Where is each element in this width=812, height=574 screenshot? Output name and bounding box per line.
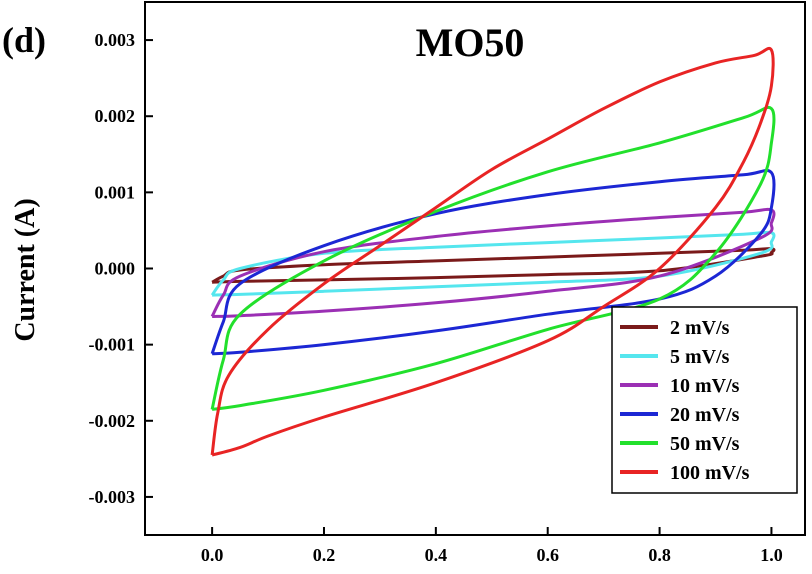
legend-label: 50 mV/s [670,433,740,455]
legend-label: 5 mV/s [670,346,730,368]
series-line [210,230,776,297]
y-tick-label: -0.003 [89,487,136,507]
series-line [210,168,776,356]
legend-label: 20 mV/s [670,404,740,426]
series-line [210,105,776,411]
series-line [210,207,776,318]
chart-title: MO50 [416,20,525,65]
y-tick-label: 0.000 [95,259,136,279]
x-tick-label: 0.8 [648,545,671,565]
x-tick-label: 1.0 [760,545,783,565]
legend: 2 mV/s 5 mV/s 10 mV/s 20 mV/s 50 mV/s 100 mV/… [611,306,798,494]
legend-label: 2 mV/s [670,317,730,339]
y-tick-label: -0.001 [89,335,136,355]
y-tick-label: 0.001 [95,182,136,202]
x-tick-label: 0.2 [313,545,336,565]
x-tick-label: 0.0 [201,545,224,565]
y-axis-title: Current (A) [10,198,41,341]
legend-label: 100 mV/s [670,462,750,484]
legend-label: 10 mV/s [670,375,740,397]
curves-group [210,46,776,457]
y-axis-ticks: 0.003 0.002 0.001 0.000 -0.001 -0.002 -0.003 [89,30,153,507]
legend-box [611,306,798,494]
y-tick-label: 0.002 [95,106,136,126]
x-tick-label: 0.6 [536,545,559,565]
y-tick-label: -0.002 [89,411,136,431]
panel-label: (d) [2,20,46,60]
x-tick-label: 0.4 [425,545,448,565]
y-tick-label: 0.003 [95,30,136,50]
series-line [210,46,775,457]
x-axis-ticks: 0.0 0.2 0.4 0.6 0.8 1.0 [201,527,783,565]
